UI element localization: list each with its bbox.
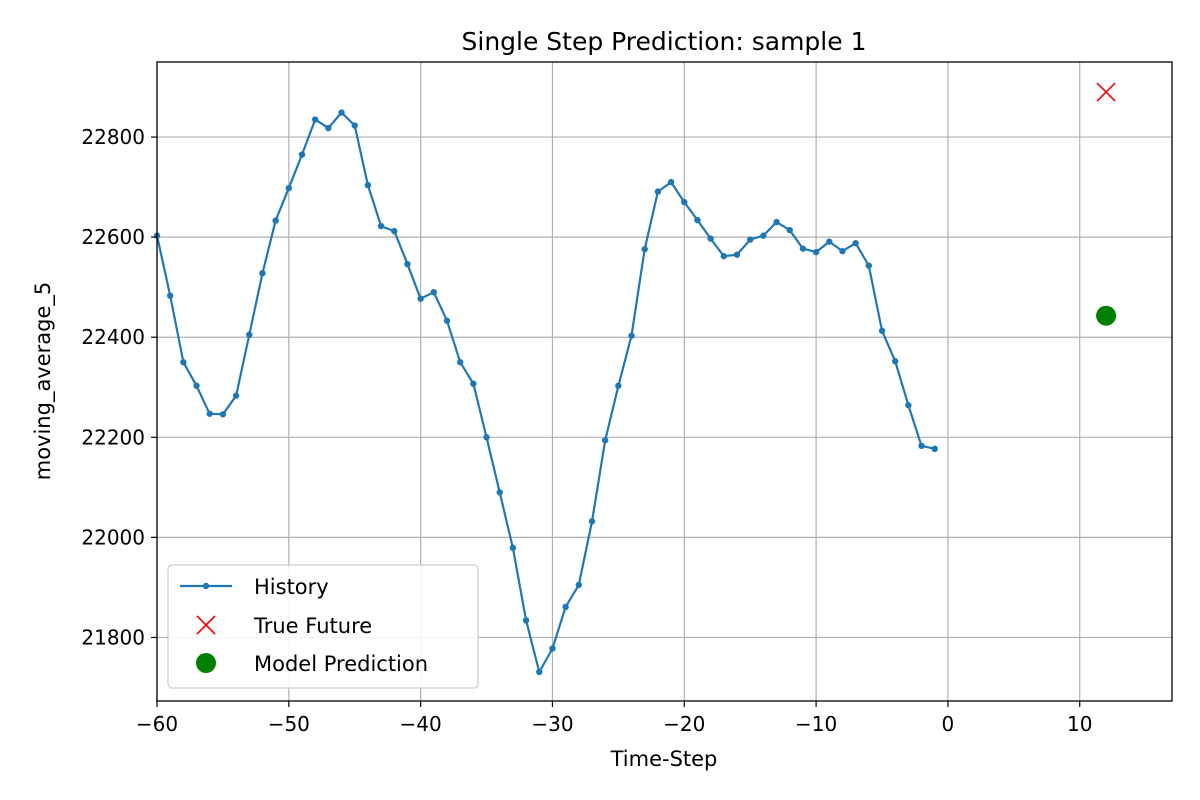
x-tick-label: −50 <box>268 712 310 736</box>
x-axis-title: Time-Step <box>610 747 718 771</box>
legend-history-marker <box>202 582 210 590</box>
history-point <box>285 184 293 192</box>
x-tick-label: −30 <box>531 712 573 736</box>
history-point <box>417 295 424 302</box>
history-point <box>206 410 213 417</box>
history-point <box>588 518 596 525</box>
legend: History True Future Model Prediction <box>167 564 479 689</box>
history-point <box>351 122 358 129</box>
history-point <box>575 581 583 589</box>
history-point <box>391 227 398 235</box>
history-point <box>931 445 938 453</box>
history-point <box>746 236 754 243</box>
legend-true-future-label: True Future <box>253 614 372 638</box>
history-point <box>470 380 477 387</box>
x-tick-label: −60 <box>136 712 178 736</box>
history-point <box>760 232 767 239</box>
history-point <box>496 489 503 496</box>
history-point <box>549 645 556 652</box>
history-point <box>812 248 820 256</box>
history-point <box>654 188 662 195</box>
history-point <box>865 262 873 269</box>
history-point <box>562 603 569 611</box>
grid <box>156 62 1172 701</box>
y-tick-label: 22800 <box>81 125 145 149</box>
history-point <box>628 332 635 339</box>
history-point <box>826 238 833 245</box>
history-point <box>641 245 648 253</box>
y-axis-title: moving_average_5 <box>31 282 56 481</box>
history-point <box>878 327 886 334</box>
history-point <box>193 382 200 389</box>
legend-entry-history: History <box>180 575 329 599</box>
x-tick-label: −10 <box>795 712 837 736</box>
y-tick-label: 22600 <box>81 225 145 249</box>
axis-ticks: −60 −50 −40 −30 −20 −10 0 10 21800 22000 22200 2240… <box>81 125 1092 736</box>
model-prediction-marker <box>1096 305 1117 326</box>
legend-model-prediction-label: Model Prediction <box>254 652 428 676</box>
legend-true-future-marker-b <box>196 615 216 635</box>
legend-entry-model-prediction: Model Prediction <box>196 652 428 676</box>
history-point <box>377 222 385 230</box>
history-point <box>364 181 372 189</box>
legend-model-prediction-marker <box>196 653 216 673</box>
plot-frame <box>156 61 1173 702</box>
history-point <box>430 288 438 296</box>
y-tick-label: 22200 <box>81 425 145 449</box>
x-tick-label: −40 <box>400 712 442 736</box>
history-point <box>232 392 240 399</box>
history-point <box>509 544 517 552</box>
history-point <box>338 109 345 116</box>
history-point <box>852 239 859 247</box>
true-future-marker <box>1096 82 1116 102</box>
history-point <box>298 151 306 158</box>
history-point <box>615 382 622 389</box>
history-point <box>918 442 925 450</box>
y-tick-label: 22400 <box>81 325 145 349</box>
history-point <box>839 247 846 255</box>
history-point <box>272 217 279 224</box>
plot-series <box>153 82 1117 676</box>
history-point <box>720 252 728 260</box>
history-point <box>773 218 780 226</box>
legend-box <box>167 564 479 689</box>
history-point <box>667 178 675 186</box>
history-point <box>707 235 714 242</box>
history-point <box>733 251 741 258</box>
y-tick-label: 22000 <box>81 525 145 549</box>
history-point <box>799 245 807 252</box>
history-point <box>536 668 543 676</box>
history-point <box>786 226 793 234</box>
x-tick-label: 10 <box>1067 712 1092 736</box>
history-point <box>483 434 490 441</box>
history-point <box>404 260 411 268</box>
x-tick-label: −20 <box>663 712 705 736</box>
y-tick-label: 21800 <box>81 625 145 649</box>
history-point <box>259 269 266 277</box>
history-point <box>891 358 899 365</box>
history-point <box>443 317 451 324</box>
history-point <box>166 292 174 299</box>
history-point <box>681 198 688 206</box>
legend-history-label: History <box>254 575 329 599</box>
x-tick-label: 0 <box>942 712 955 736</box>
history-point <box>905 402 912 409</box>
history-point <box>219 411 227 418</box>
history-point <box>456 359 464 366</box>
history-point <box>325 124 332 132</box>
history-point <box>694 216 701 224</box>
history-point <box>601 437 609 444</box>
chart-title: Single Step Prediction: sample 1 <box>462 27 867 56</box>
legend-entry-true-future: True Future <box>196 614 372 638</box>
history-point <box>246 331 253 338</box>
history-point <box>311 116 319 123</box>
history-point <box>180 359 187 366</box>
history-point <box>522 617 530 624</box>
